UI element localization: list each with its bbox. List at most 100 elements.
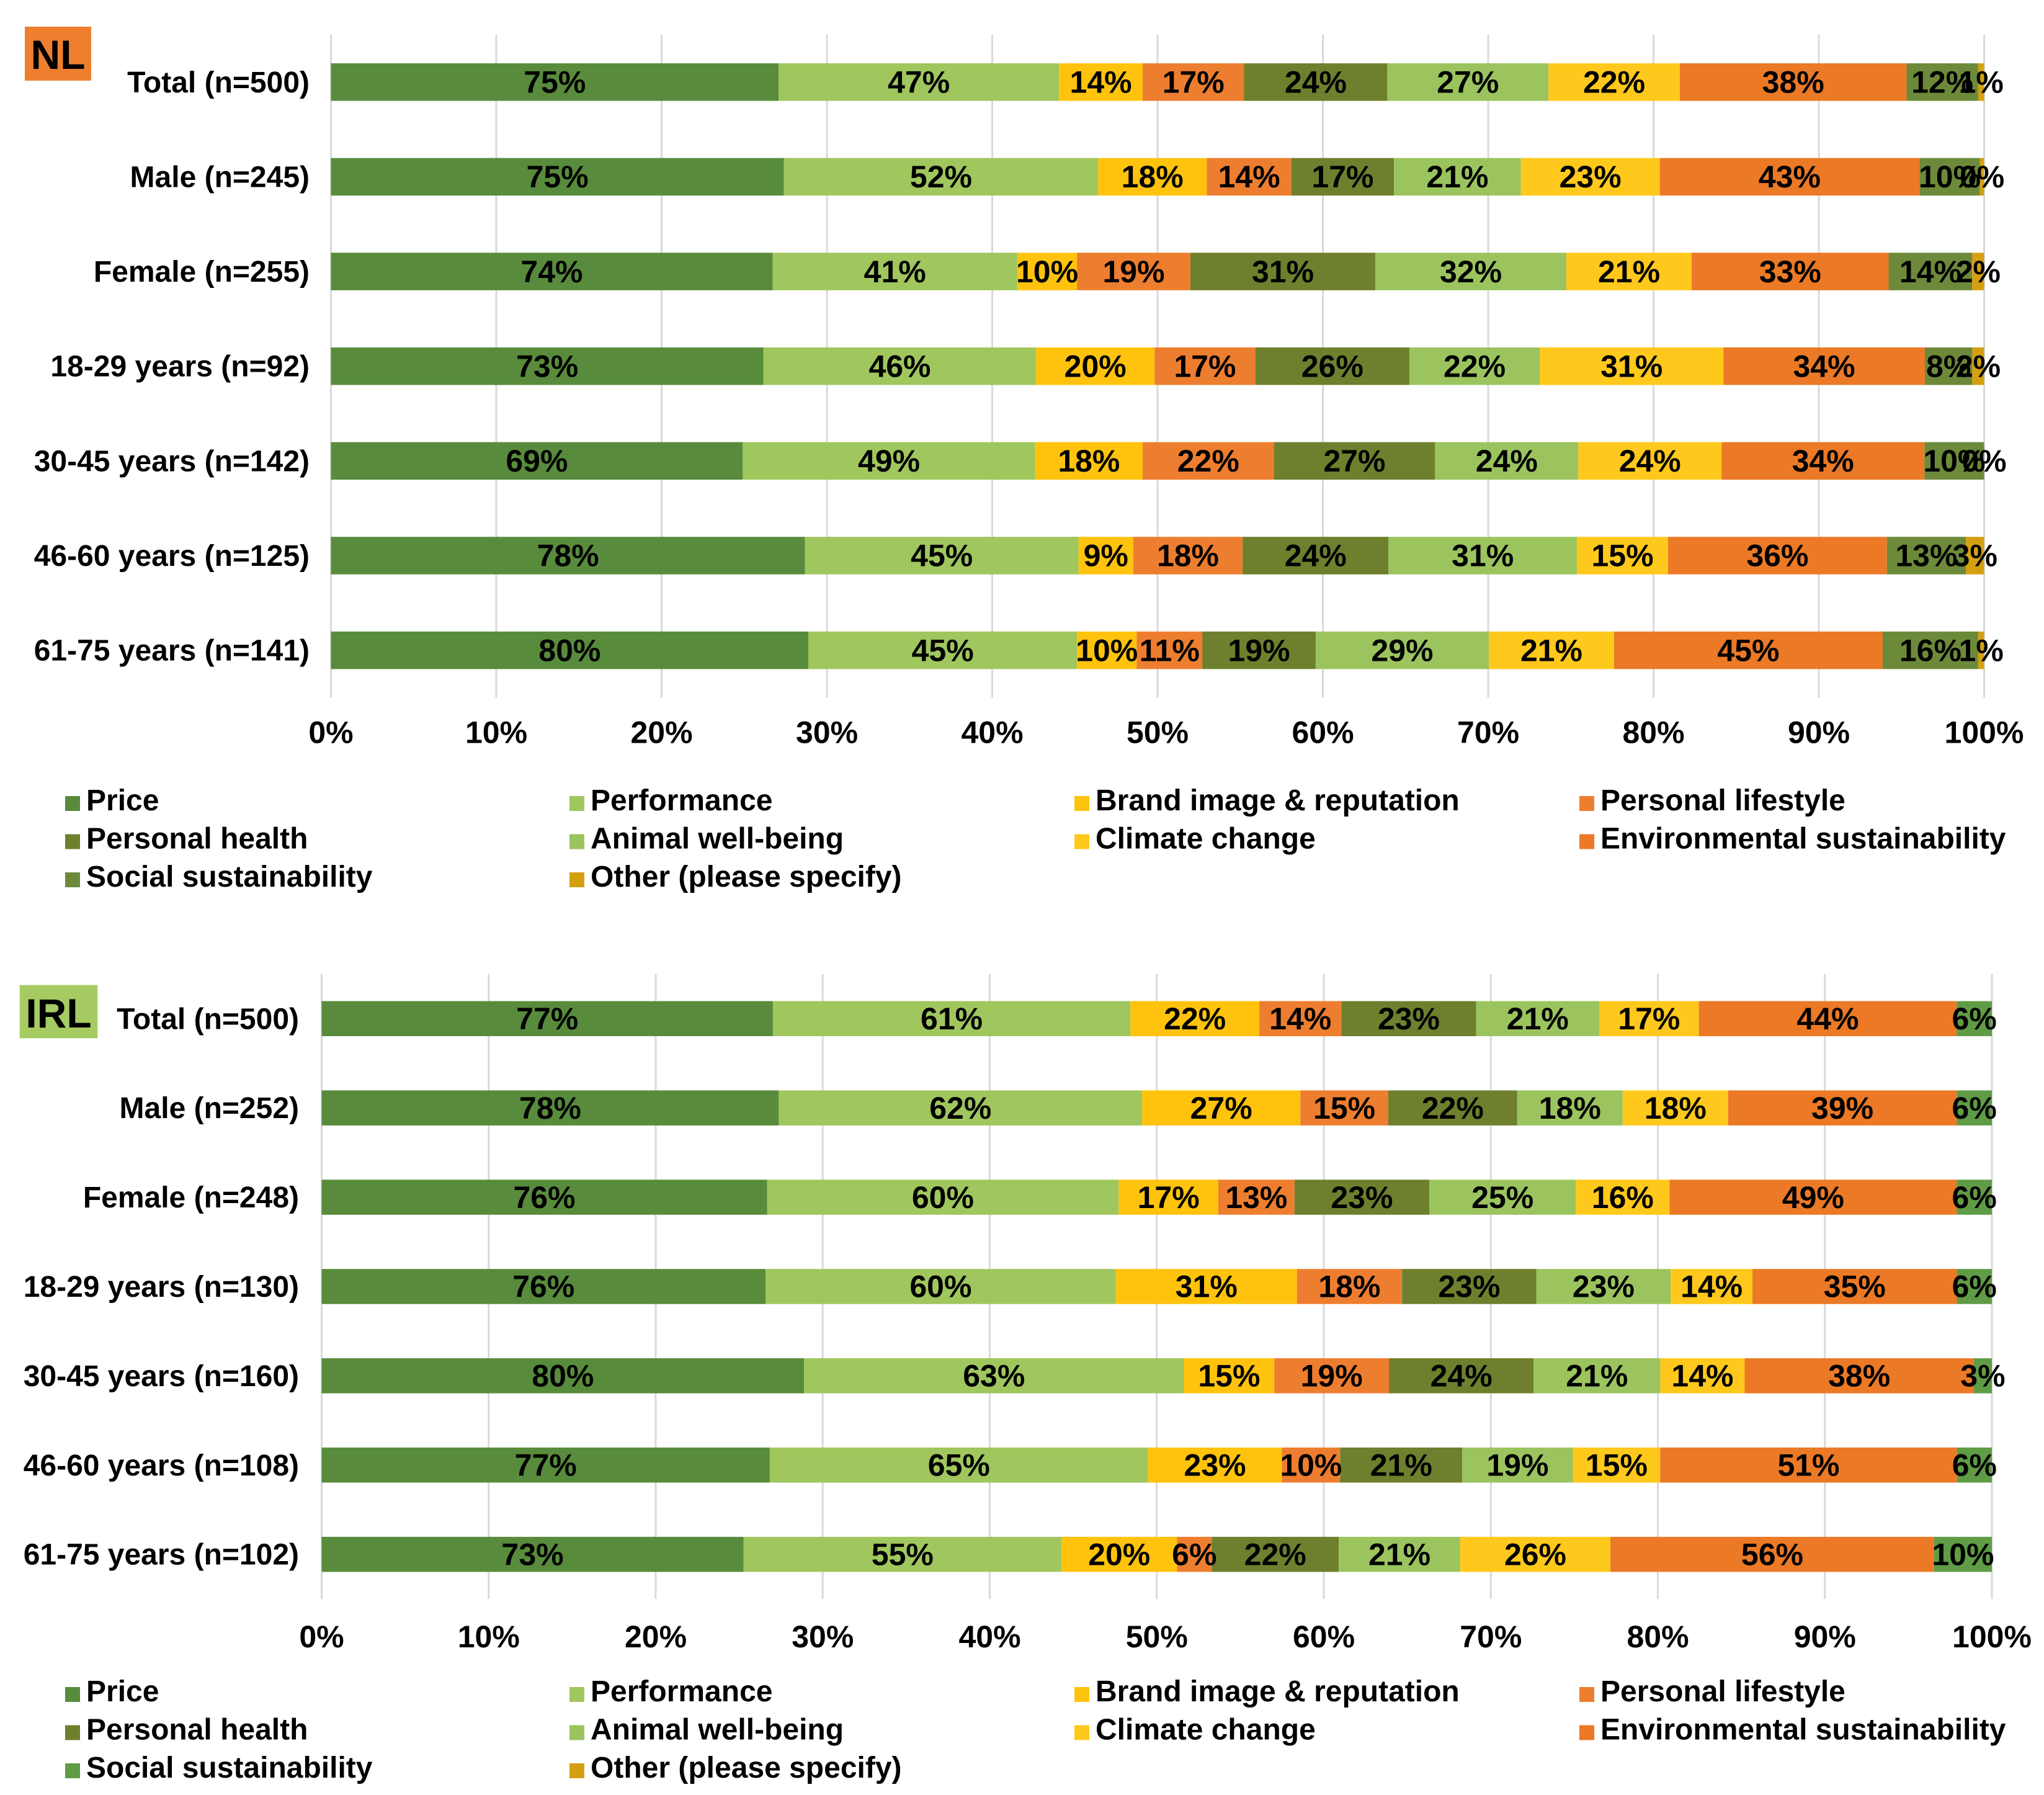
svg-text:1%: 1% xyxy=(1959,633,2004,668)
svg-text:Brand image & reputation: Brand image & reputation xyxy=(1096,784,1460,817)
svg-text:30-45 years (n=160): 30-45 years (n=160) xyxy=(24,1360,299,1393)
svg-text:Brand image & reputation: Brand image & reputation xyxy=(1096,1675,1460,1708)
svg-text:20%: 20% xyxy=(1064,349,1127,383)
svg-text:77%: 77% xyxy=(515,1448,577,1482)
svg-text:31%: 31% xyxy=(1600,349,1662,383)
svg-text:80%: 80% xyxy=(532,1359,594,1394)
svg-text:Environmental sustainability: Environmental sustainability xyxy=(1600,1714,2006,1747)
svg-text:19%: 19% xyxy=(1486,1448,1548,1482)
svg-text:23%: 23% xyxy=(1560,159,1622,194)
svg-text:6%: 6% xyxy=(1172,1537,1216,1572)
svg-text:41%: 41% xyxy=(864,254,926,289)
svg-text:Climate change: Climate change xyxy=(1096,1714,1316,1747)
svg-text:21%: 21% xyxy=(1520,633,1582,668)
svg-text:23%: 23% xyxy=(1438,1269,1500,1304)
svg-text:26%: 26% xyxy=(1504,1537,1566,1572)
svg-text:Price: Price xyxy=(86,784,159,817)
svg-text:16%: 16% xyxy=(1899,633,1961,668)
svg-text:32%: 32% xyxy=(1440,254,1502,289)
svg-text:17%: 17% xyxy=(1618,1001,1680,1036)
svg-text:20%: 20% xyxy=(625,1619,687,1654)
svg-text:10%: 10% xyxy=(1076,633,1138,668)
svg-text:Climate change: Climate change xyxy=(1096,823,1316,856)
svg-text:19%: 19% xyxy=(1301,1359,1363,1394)
svg-text:73%: 73% xyxy=(502,1537,564,1572)
svg-text:35%: 35% xyxy=(1824,1269,1886,1304)
svg-text:34%: 34% xyxy=(1792,444,1854,478)
svg-text:9%: 9% xyxy=(1084,539,1128,573)
svg-text:2%: 2% xyxy=(1956,254,2001,289)
svg-text:63%: 63% xyxy=(963,1359,1025,1394)
svg-text:78%: 78% xyxy=(519,1091,581,1126)
svg-text:75%: 75% xyxy=(524,65,586,100)
svg-text:25%: 25% xyxy=(1471,1180,1533,1215)
svg-text:24%: 24% xyxy=(1285,539,1347,573)
svg-text:55%: 55% xyxy=(872,1537,934,1572)
svg-text:14%: 14% xyxy=(1680,1269,1743,1304)
svg-text:100%: 100% xyxy=(1952,1619,2032,1654)
svg-text:49%: 49% xyxy=(858,444,920,478)
svg-text:3%: 3% xyxy=(1960,1359,2005,1394)
svg-text:80%: 80% xyxy=(538,633,600,668)
svg-text:Personal lifestyle: Personal lifestyle xyxy=(1600,1675,1845,1708)
svg-text:Price: Price xyxy=(86,1675,159,1708)
svg-text:22%: 22% xyxy=(1583,65,1645,100)
svg-text:33%: 33% xyxy=(1759,254,1821,289)
svg-text:0%: 0% xyxy=(1961,444,2006,478)
svg-text:11%: 11% xyxy=(1140,633,1200,668)
svg-text:22%: 22% xyxy=(1164,1001,1226,1036)
svg-text:Social sustainability: Social sustainability xyxy=(86,861,373,893)
svg-text:8%: 8% xyxy=(1926,349,1971,383)
svg-text:76%: 76% xyxy=(513,1180,575,1215)
svg-text:38%: 38% xyxy=(1762,65,1824,100)
svg-text:Other (please specify): Other (please specify) xyxy=(591,861,902,893)
svg-text:44%: 44% xyxy=(1796,1001,1859,1036)
svg-text:Other (please specify): Other (please specify) xyxy=(591,1752,902,1784)
svg-text:80%: 80% xyxy=(1627,1619,1689,1654)
svg-text:22%: 22% xyxy=(1422,1091,1484,1126)
svg-text:36%: 36% xyxy=(1746,539,1808,573)
svg-text:61-75 years (n=141): 61-75 years (n=141) xyxy=(34,635,310,668)
svg-text:14%: 14% xyxy=(1671,1359,1733,1394)
svg-text:34%: 34% xyxy=(1793,349,1855,383)
svg-text:75%: 75% xyxy=(527,159,589,194)
svg-text:90%: 90% xyxy=(1788,715,1850,750)
svg-text:21%: 21% xyxy=(1426,159,1488,194)
svg-text:Performance: Performance xyxy=(591,784,772,817)
svg-text:Personal lifestyle: Personal lifestyle xyxy=(1600,784,1845,817)
svg-text:40%: 40% xyxy=(958,1619,1020,1654)
svg-text:60%: 60% xyxy=(909,1269,971,1304)
svg-text:47%: 47% xyxy=(888,65,950,100)
svg-text:31%: 31% xyxy=(1252,254,1314,289)
svg-text:10%: 10% xyxy=(1919,159,1981,194)
svg-text:22%: 22% xyxy=(1177,444,1239,478)
svg-text:22%: 22% xyxy=(1244,1537,1306,1572)
svg-text:46-60 years (n=125): 46-60 years (n=125) xyxy=(34,540,310,573)
svg-text:10%: 10% xyxy=(465,715,527,750)
svg-text:18%: 18% xyxy=(1645,1091,1707,1126)
svg-text:50%: 50% xyxy=(1126,1619,1188,1654)
svg-text:100%: 100% xyxy=(1945,715,2024,750)
svg-text:30%: 30% xyxy=(796,715,858,750)
svg-text:61%: 61% xyxy=(921,1001,983,1036)
svg-text:Male (n=245): Male (n=245) xyxy=(130,161,310,194)
svg-text:24%: 24% xyxy=(1430,1359,1493,1394)
svg-text:21%: 21% xyxy=(1598,254,1660,289)
svg-text:52%: 52% xyxy=(910,159,972,194)
svg-text:16%: 16% xyxy=(1592,1180,1654,1215)
svg-text:18-29 years (n=130): 18-29 years (n=130) xyxy=(24,1271,299,1304)
svg-text:27%: 27% xyxy=(1437,65,1499,100)
svg-text:30-45 years (n=142): 30-45 years (n=142) xyxy=(34,445,310,478)
svg-text:6%: 6% xyxy=(1952,1448,1997,1482)
svg-text:27%: 27% xyxy=(1323,444,1385,478)
svg-text:70%: 70% xyxy=(1457,715,1519,750)
svg-text:15%: 15% xyxy=(1313,1091,1375,1126)
svg-text:18-29 years (n=92): 18-29 years (n=92) xyxy=(50,351,310,383)
svg-text:50%: 50% xyxy=(1127,715,1189,750)
svg-text:10%: 10% xyxy=(1932,1537,1994,1572)
svg-text:10%: 10% xyxy=(1016,254,1078,289)
svg-text:6%: 6% xyxy=(1952,1269,1997,1304)
svg-text:13%: 13% xyxy=(1225,1180,1287,1215)
svg-text:17%: 17% xyxy=(1174,349,1236,383)
svg-text:22%: 22% xyxy=(1444,349,1506,383)
